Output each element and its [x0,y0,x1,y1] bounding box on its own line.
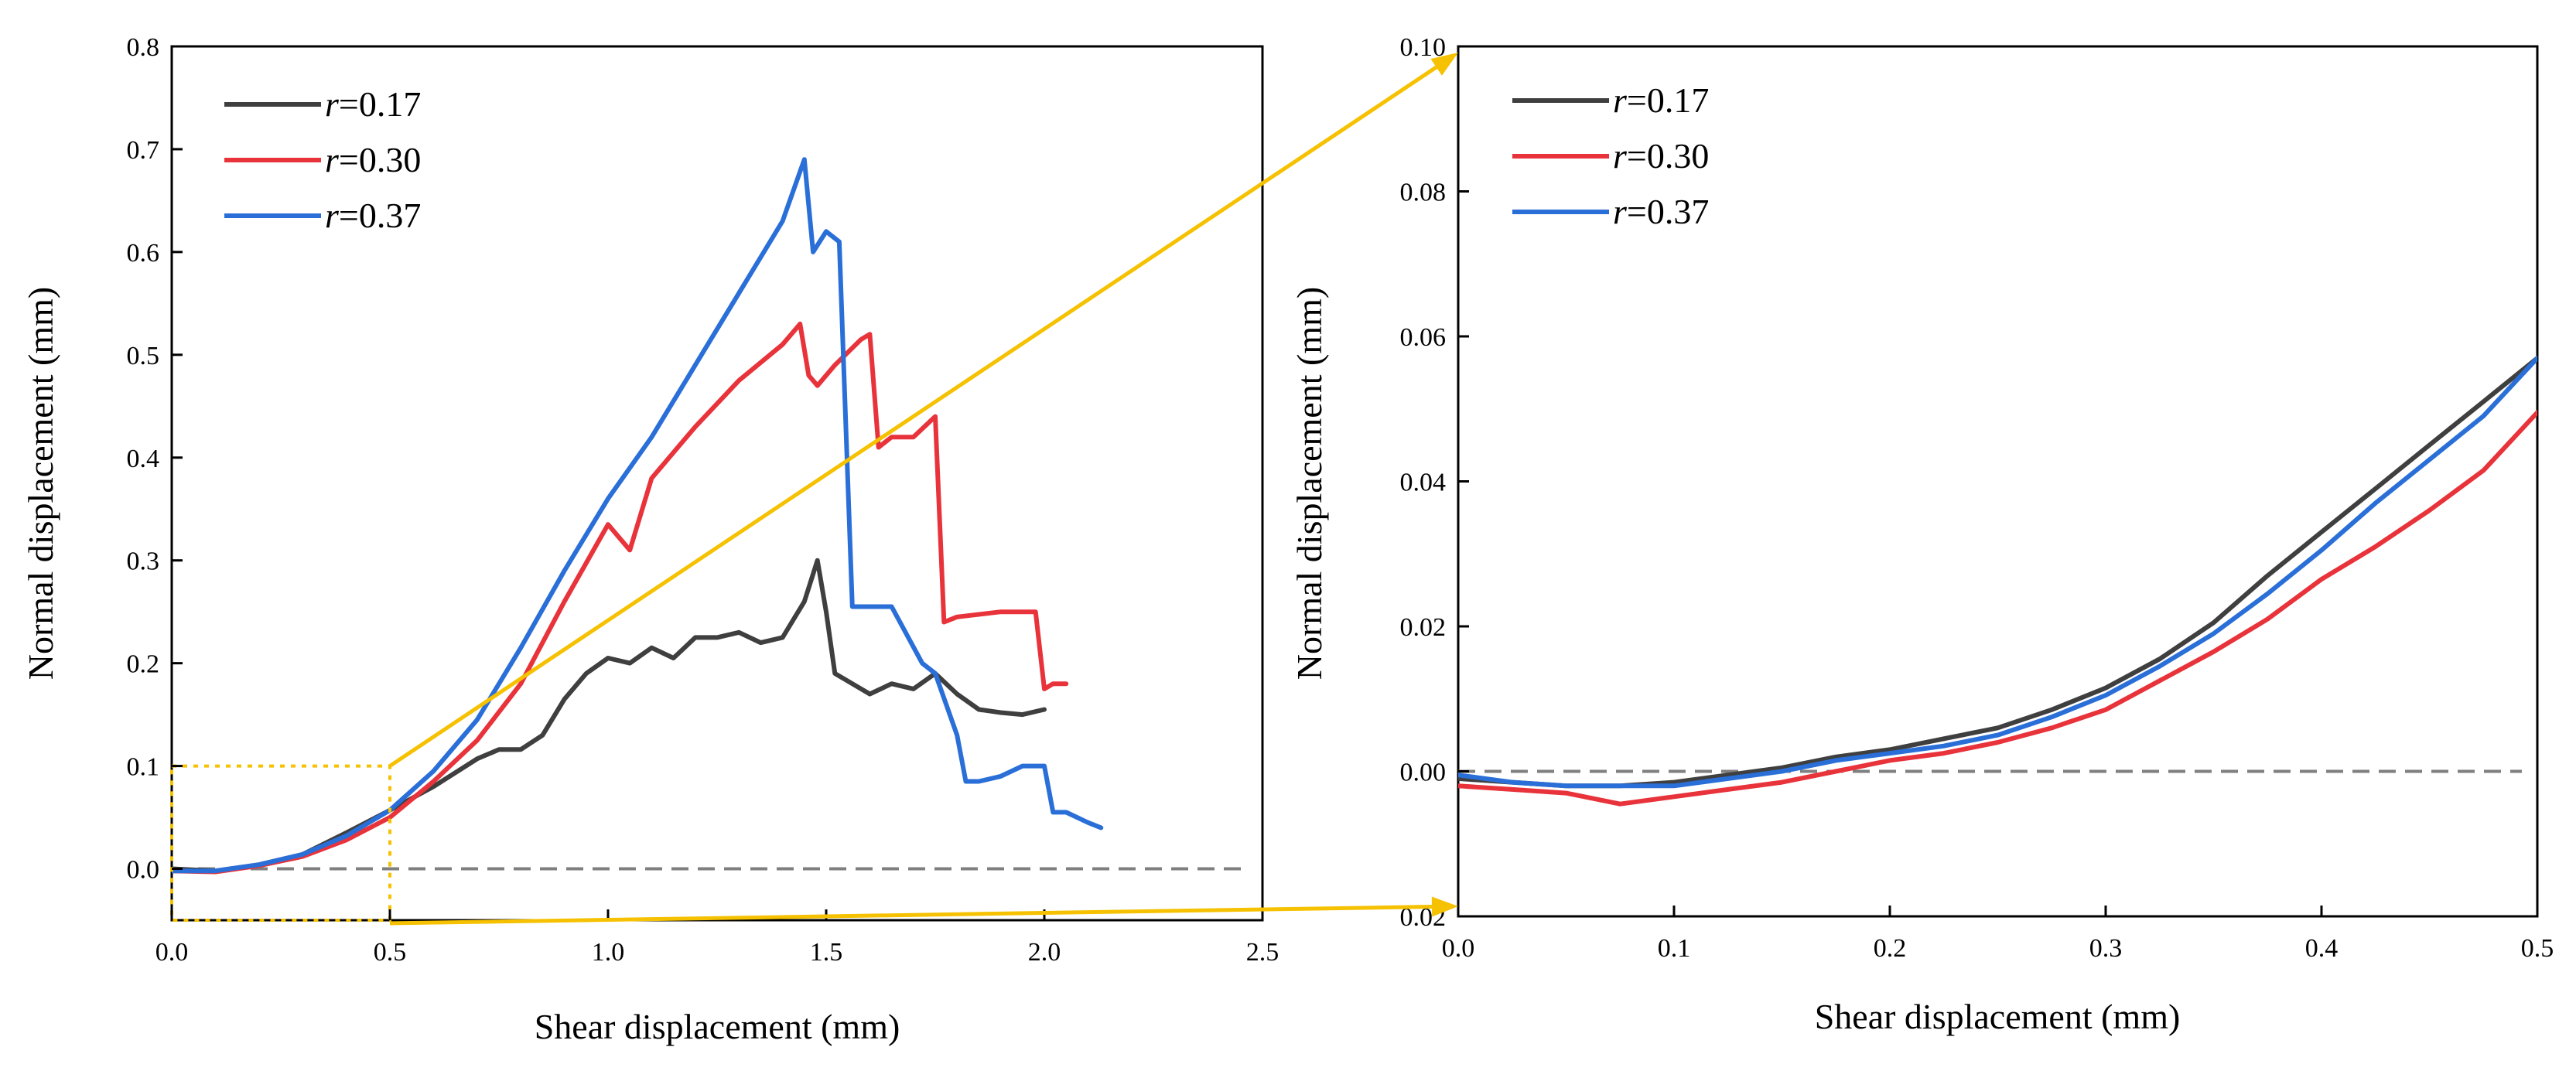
left-y-axis-label: Normal displacement (mm) [21,287,60,680]
left-x-tick-label: 0.0 [155,938,189,967]
right-panel: 0.0 0.1 0.2 0.3 0.4 0.5 0.020.000.020.040.060… [1290,33,2554,1036]
left-y-tick-label: 0.5 [127,342,160,370]
right-legend: r=0.17r=0.30r=0.37 [1512,80,1709,231]
legend-value: =0.37 [1627,192,1709,231]
legend-symbol: r [1613,80,1628,120]
left-x-tick-label: 1.0 [592,938,625,967]
right-legend-label-0: r=0.17 [1613,80,1709,120]
legend-value: =0.17 [1627,80,1709,120]
left-x-tick-label: 2.5 [1246,938,1279,967]
left-y-tick-label: 0.2 [127,650,160,679]
left-y-tick-label: 0.7 [127,136,160,165]
right-y-tick-label: 0.02 [1400,613,1447,642]
left-y-tick-label: 0.3 [127,547,160,576]
left-y-tick-label: 0.4 [127,445,160,473]
right-x-ticks: 0.0 0.1 0.2 0.3 0.4 0.5 [1442,906,2554,963]
left-x-ticks: 0.0 0.5 1.0 1.5 2.0 2.5 [155,909,1279,967]
left-y-tick-label: 0.8 [127,33,160,62]
legend-value: =0.30 [339,140,421,179]
zoom-arrow-top [388,65,1438,768]
left-legend: r=0.17r=0.30r=0.37 [224,84,421,235]
right-series-line-2 [1458,356,2537,789]
legend-value: =0.30 [1627,136,1709,176]
left-series-line-1 [172,321,1069,875]
left-panel: 0.0 0.5 1.0 1.5 2.0 2.5 0.0 0.1 0.2 0.3 0.4 0.5 0.6… [21,33,1279,1046]
left-x-tick-label: 2.0 [1028,938,1061,967]
zoom-region-box [170,764,391,923]
right-y-ticks: 0.020.000.020.040.060.080.10 [1400,33,1469,932]
right-y-tick-label: 0.04 [1400,469,1447,497]
right-x-axis-label: Shear displacement (mm) [1815,997,2181,1036]
right-x-tick-label: 0.5 [2521,934,2554,963]
left-legend-label-0: r=0.17 [325,84,421,124]
right-x-tick-label: 0.1 [1658,934,1691,963]
zoom-arrow-bottom-head [1431,896,1458,917]
left-x-tick-label: 0.5 [374,938,407,967]
left-y-tick-label: 0.6 [127,239,160,268]
legend-value: =0.17 [339,84,421,124]
left-series-line-0 [172,558,1047,874]
right-legend-label-1: r=0.30 [1613,136,1709,176]
right-series-group [1458,356,2537,807]
left-plot-frame [170,45,1264,922]
left-series-line-2 [172,157,1104,874]
right-x-tick-label: 0.3 [2089,934,2123,963]
right-x-tick-label: 0.0 [1442,934,1475,963]
legend-symbol: r [325,84,340,124]
zoom-arrow-bottom [389,905,1433,926]
right-x-tick-label: 0.4 [2305,934,2339,963]
legend-symbol: r [1613,192,1628,231]
right-series-line-1 [1458,410,2537,807]
right-y-axis-label: Normal displacement (mm) [1290,287,1329,680]
right-series-line-0 [1458,356,2537,789]
left-y-tick-label: 0.1 [127,753,160,782]
left-series-group [172,157,1104,875]
left-legend-label-2: r=0.37 [325,196,421,235]
left-legend-label-1: r=0.30 [325,140,421,179]
right-legend-label-2: r=0.37 [1613,192,1709,231]
left-x-axis-label: Shear displacement (mm) [535,1007,900,1046]
zoom-arrow-top-head [1430,53,1458,76]
left-y-ticks: 0.0 0.1 0.2 0.3 0.4 0.5 0.6 0.7 0.8 [127,33,183,885]
left-y-tick-label: 0.0 [127,856,160,885]
right-x-tick-label: 0.2 [1874,934,1907,963]
right-y-tick-label: 0.00 [1400,759,1447,787]
right-y-tick-label: 0.10 [1400,33,1447,62]
legend-symbol: r [325,196,340,235]
legend-symbol: r [325,140,340,179]
right-y-tick-label: 0.08 [1400,179,1447,207]
left-x-tick-label: 1.5 [810,938,843,967]
legend-value: =0.37 [339,196,421,235]
zoom-arrows [388,53,1458,926]
legend-symbol: r [1613,136,1628,176]
right-y-tick-label: 0.06 [1400,323,1447,352]
